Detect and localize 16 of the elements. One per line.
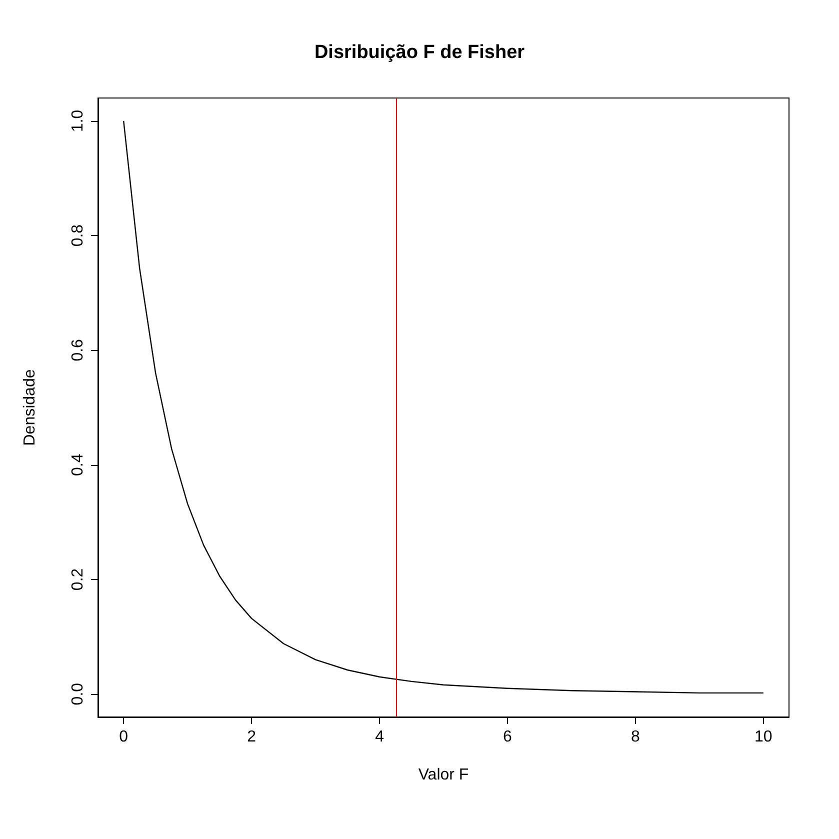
y-tick-label: 1.0 bbox=[70, 110, 86, 132]
y-tick-label: 0.8 bbox=[70, 224, 86, 247]
x-axis-title: Valor F bbox=[418, 766, 469, 784]
y-tick-label: 0.2 bbox=[70, 568, 86, 591]
y-axis-title: Densidade bbox=[22, 369, 38, 446]
line-series bbox=[122, 120, 764, 694]
y-tick-label: 0.6 bbox=[70, 338, 86, 362]
chart-title: Disribuição F de Fisher bbox=[314, 42, 526, 63]
x-tick-label: 10 bbox=[754, 728, 772, 746]
x-tick-label: 2 bbox=[247, 728, 256, 746]
y-tick-label: 0.0 bbox=[70, 682, 86, 706]
x-tick-label: 6 bbox=[503, 728, 512, 746]
x-tick-label: 0 bbox=[119, 728, 128, 746]
y-tick-label: 0.4 bbox=[70, 454, 86, 476]
x-tick-label: 4 bbox=[375, 728, 384, 746]
x-tick-label: 8 bbox=[630, 728, 640, 746]
